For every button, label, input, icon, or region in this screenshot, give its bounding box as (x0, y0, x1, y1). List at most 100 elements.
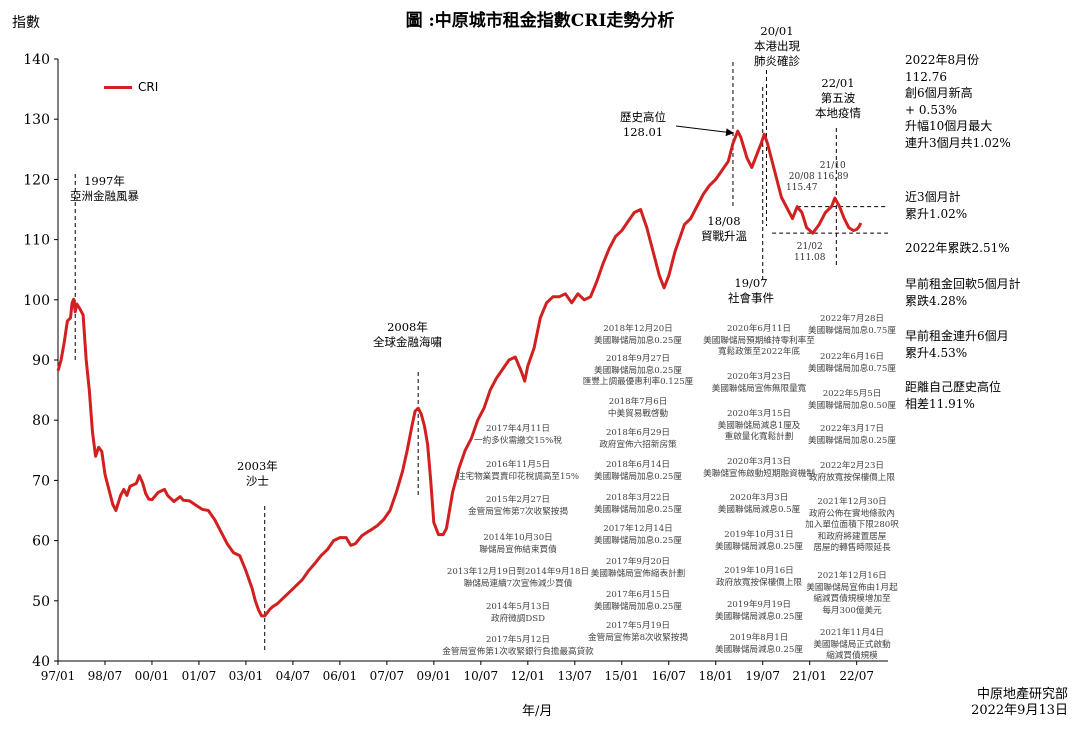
event-line: 2020年3月13日 (726, 457, 792, 467)
note-line: 累升4.53% (905, 345, 968, 360)
annotation-line: 歷史高位 (620, 110, 666, 124)
annotation-line: 21/10 (819, 161, 846, 171)
event-line: 2021年12月30日 (817, 497, 887, 507)
y-tick-label: 140 (23, 52, 50, 68)
y-tick-label: 130 (23, 112, 50, 128)
y-tick-label: 120 (23, 172, 50, 188)
event-line: 政府微調DSD (490, 613, 546, 624)
annotation-line: 2008年 (387, 320, 428, 334)
event-line: 2022年5月5日 (822, 389, 882, 399)
event-entry: 2014年5月13日 政府微調DSD (428, 602, 608, 625)
event-line: 2017年9月20日 (605, 557, 671, 567)
event-entry: 2017年9月20日 美國聯儲局宣佈縮表計劃 (548, 557, 728, 580)
note-rose-6-months: 早前租金連升6個月 累升4.53% (905, 328, 1009, 361)
note-line: 創6個月新高 (905, 86, 973, 100)
note-line: + 0.53% (905, 102, 957, 117)
event-line: 美國聯儲局加息0.25厘 (594, 601, 682, 612)
event-line: 2017年5月12日 (485, 635, 551, 645)
event-line: 金管局宣佈第7次收緊按揭 (468, 506, 568, 517)
x-tick-label: 21/01 (792, 669, 827, 683)
event-line: 2017年5月19日 (605, 621, 671, 631)
event-entry: 2022年3月17日 美國聯儲局加息0.25厘 (762, 424, 942, 447)
x-tick-label: 19/07 (745, 669, 780, 683)
event-line: 2022年3月17日 (819, 424, 885, 434)
event-entry: 2020年3月13日 美聯儲宣佈啟動短期融資機制 (669, 457, 849, 480)
note-line: 相差11.91% (905, 396, 975, 411)
event-entry: 2014年10月30日 聯儲局宣佈結束買債 (428, 533, 608, 556)
annotation-line: 本地疫情 (815, 106, 861, 120)
event-line: 政府放寬按保樓價上限 (716, 577, 802, 588)
event-line: 2019年10月16日 (724, 566, 794, 576)
source-date: 2022年9月13日 (971, 703, 1068, 718)
event-line: 美國聯儲局加息0.25厘 (594, 535, 682, 546)
x-tick-label: 18/01 (698, 669, 733, 683)
event-line: 2020年6月11日 (726, 324, 792, 334)
event-line: 2022年2月23日 (819, 461, 885, 471)
annotation-line: 沙士 (245, 474, 269, 488)
event-entry: 2017年12月14日 美國聯儲局加息0.25厘 (548, 524, 728, 547)
event-entry: 2020年3月15日 美國聯儲局減息1厘及 重啟量化寬鬆計劃 (669, 409, 849, 444)
event-line: 美國聯儲局減息0.25厘 (715, 644, 803, 655)
event-entry: 2020年3月23日 美國聯儲局宣佈無限量寬 (669, 372, 849, 395)
event-line: 2017年4月11日 (485, 424, 551, 434)
event-line: 美國聯儲局加息0.25厘 (594, 365, 682, 376)
event-entry: 2013年12月19日到2014年9月18日 聯儲局連續7次宣佈減少買債 (428, 567, 608, 590)
event-line: 政府宣佈六招新房策 (599, 439, 677, 450)
note-line: 早前租金連升6個月 (905, 329, 1009, 343)
event-line: 聯儲局連續7次宣佈減少買債 (463, 578, 573, 589)
x-tick-label: 15/01 (604, 669, 639, 683)
event-line: 2017年12月14日 (603, 524, 673, 534)
legend: CRI (104, 80, 158, 94)
event-line: 每月300億美元 (822, 605, 882, 616)
event-line: 2014年5月13日 (485, 602, 551, 612)
note-line: 累跌4.28% (905, 293, 968, 308)
event-line: 美聯儲宣佈啟動短期融資機制 (703, 468, 815, 479)
event-line: 美國聯儲局宣佈縮表計劃 (590, 568, 686, 579)
annotation-line: 111.08 (794, 253, 826, 263)
event-entry: 2017年5月19日 金管局宣佈第8次收緊按揭 (548, 621, 728, 644)
x-axis-title: 年/月 (522, 704, 553, 719)
note-line: 2022年8月份 (905, 53, 980, 67)
y-tick-label: 60 (32, 534, 50, 550)
note-line: 112.76 (905, 69, 947, 84)
event-entry: 2021年11月4日 美國聯儲局正式啟動 縮減買債規模 (762, 628, 942, 663)
event-entry: 2016年11月5日 住宅物業買賣印花稅調高至15% (428, 460, 608, 483)
source-org: 中原地產研究部 (976, 687, 1068, 702)
event-line: 2018年12月20日 (603, 324, 673, 334)
note-line: 2022年累跌2.51% (905, 241, 1010, 255)
event-line: 一約多伙需繳交15%稅 (474, 435, 562, 446)
note-line: 升幅10個月最大 (905, 119, 993, 133)
chart-title: 圖 :中原城市租金指數CRI走勢分析 (405, 11, 675, 31)
event-line: 美國聯儲局減息0.5厘 (717, 504, 801, 515)
event-line: 美國聯儲局減息0.25厘 (715, 611, 803, 622)
annotation-line: 第五波 (820, 91, 856, 105)
annotation-line: 128.01 (622, 125, 664, 139)
x-tick-label: 04/07 (276, 669, 311, 683)
y-tick-label: 90 (32, 353, 50, 369)
source-credit: 中原地產研究部 2022年9月13日 (971, 687, 1068, 719)
annotation-historic-peak: 歷史高位 128.01 (620, 110, 666, 140)
x-tick-label: 13/07 (557, 669, 592, 683)
event-line: 2019年8月1日 (729, 633, 789, 643)
event-line: 寬鬆政策至2022年底 (717, 347, 801, 358)
note-line: 累升1.02% (905, 206, 968, 221)
event-line: 美國聯儲局加息0.25厘 (594, 504, 682, 515)
annotation-covid: 20/01 本港出現 肺炎確診 (754, 24, 800, 69)
note-from-peak: 距離自己歷史高位 相差11.91% (905, 379, 1001, 412)
event-line: 美國聯儲局宣佈無限量寬 (711, 383, 807, 394)
y-tick-label: 40 (32, 654, 50, 670)
event-line: 2020年3月15日 (726, 409, 792, 419)
annotation-line: 18/08 (707, 214, 741, 228)
annotation-line: 貿戰升溫 (701, 229, 747, 243)
event-entry: 2018年6月29日 政府宣佈六招新房策 (548, 428, 728, 451)
event-line: 2015年2月27日 (485, 495, 551, 505)
event-entry: 2017年5月12日 金管局宣佈第1次收緊銀行負擔最高貸款 (428, 635, 608, 658)
annotation-line: 20/01 (760, 24, 794, 38)
event-line: 2021年11月4日 (819, 628, 885, 638)
label-2102-value: 21/02 111.08 (794, 242, 826, 264)
annotation-line: 115.47 (786, 183, 818, 193)
y-tick-label: 100 (23, 293, 50, 309)
event-line: 美國聯儲局加息0.75厘 (808, 325, 896, 336)
event-line: 美國聯儲局宣佈由1月起 (806, 582, 898, 593)
y-tick-label: 50 (32, 594, 50, 610)
